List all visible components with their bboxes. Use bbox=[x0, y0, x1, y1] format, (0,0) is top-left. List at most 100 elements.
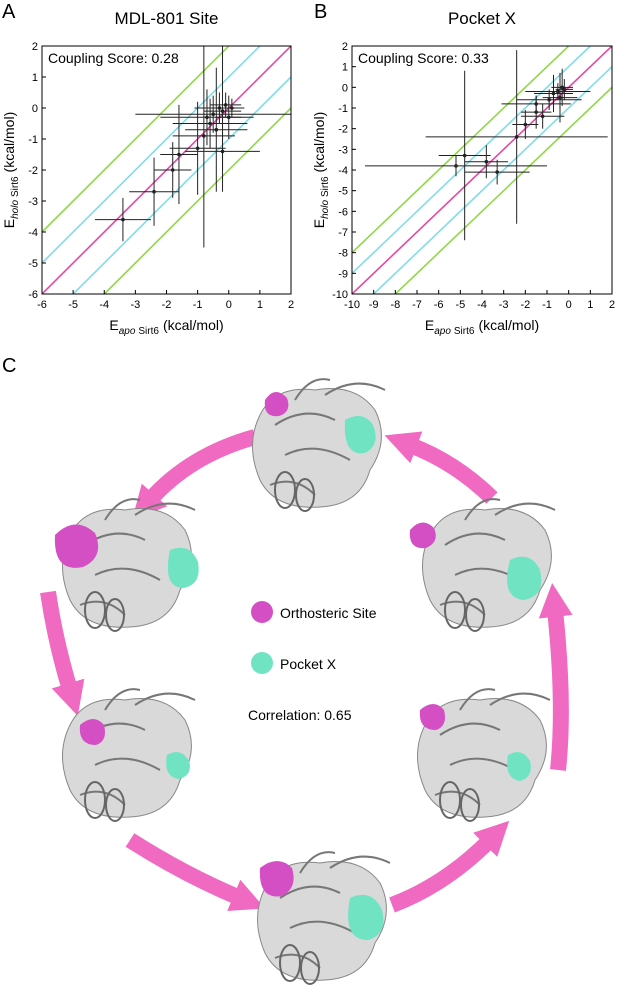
x-tick-label: -6 bbox=[37, 299, 47, 311]
x-tick-label: -4 bbox=[99, 299, 109, 311]
point bbox=[484, 159, 489, 164]
proteins bbox=[54, 378, 556, 985]
y-tick-label: -5 bbox=[338, 186, 348, 198]
arrow bbox=[40, 590, 85, 717]
chart: B Pocket X-10 -9 -8 -7 -6 -5 -4 -3 -2 -1 0 1 2-10-9-8… bbox=[311, 1, 615, 337]
point bbox=[205, 115, 209, 120]
reference-line bbox=[352, 46, 570, 254]
panel-label: A bbox=[2, 1, 16, 23]
point bbox=[495, 170, 499, 174]
protein bbox=[256, 851, 391, 985]
x-tick-label: -7 bbox=[412, 299, 422, 311]
arrow bbox=[131, 429, 258, 521]
point bbox=[551, 91, 556, 96]
plot-area bbox=[42, 46, 291, 294]
annotation: Coupling Score: 0.33 bbox=[358, 50, 489, 66]
point bbox=[223, 103, 228, 107]
x-tick-label: -6 bbox=[434, 299, 444, 311]
axis-symbol: E bbox=[425, 317, 434, 333]
x-tick-label: -2 bbox=[162, 299, 172, 311]
y-tick-label: 2 bbox=[342, 41, 348, 53]
y-tick-label: -10 bbox=[332, 289, 348, 301]
chart-title: MDL-801 Site bbox=[115, 9, 219, 28]
annotation: Correlation: 0.65 bbox=[248, 707, 352, 723]
x-tick-label: 2 bbox=[288, 299, 294, 311]
y-tick-label: -9 bbox=[338, 268, 348, 280]
arrow bbox=[389, 820, 510, 913]
protein bbox=[54, 498, 199, 632]
reference-line bbox=[42, 46, 230, 233]
axis-subscript: holo bbox=[10, 200, 21, 219]
axis-subscript: Sirt6 bbox=[10, 176, 21, 197]
reference-line bbox=[352, 46, 592, 274]
x-tick-label: -5 bbox=[68, 299, 78, 311]
legend-label: Pocket X bbox=[280, 656, 337, 672]
point bbox=[454, 164, 458, 168]
panel-label: B bbox=[314, 1, 327, 23]
x-tick-label: 0 bbox=[226, 299, 232, 311]
axis-subscript: Sirt6 bbox=[454, 326, 475, 337]
y-tick-label: -3 bbox=[28, 196, 38, 208]
x-tick-label: 2 bbox=[609, 299, 615, 311]
axis-unit: (kcal/mol) bbox=[478, 317, 539, 333]
plot-area bbox=[352, 46, 612, 294]
x-tick-label: 0 bbox=[566, 299, 572, 311]
point bbox=[202, 134, 206, 138]
y-tick-label: -1 bbox=[338, 103, 348, 115]
y-tick-label: 1 bbox=[342, 62, 348, 74]
point bbox=[152, 189, 156, 194]
reference-line bbox=[352, 46, 612, 294]
axis-symbol: E bbox=[311, 219, 327, 228]
arrow bbox=[125, 833, 266, 912]
x-tick-label: 1 bbox=[257, 299, 263, 311]
protein bbox=[251, 378, 386, 512]
point bbox=[220, 149, 225, 154]
y-tick-label: -7 bbox=[338, 227, 348, 239]
protein bbox=[416, 688, 551, 822]
axis-label: Eholo Sirt6 (kcal/mol) bbox=[1, 112, 21, 228]
axis-subscript: apo bbox=[434, 326, 451, 337]
point bbox=[558, 95, 562, 100]
point bbox=[540, 114, 545, 119]
axis-symbol: E bbox=[109, 317, 118, 333]
arrow bbox=[384, 431, 498, 504]
point bbox=[534, 102, 538, 106]
x-tick-label: 1 bbox=[587, 299, 593, 311]
x-tick-label: -9 bbox=[369, 299, 379, 311]
axis-subscript: apo bbox=[119, 326, 136, 337]
point bbox=[514, 135, 519, 139]
x-tick-label: -8 bbox=[390, 299, 400, 311]
chart: A MDL-801 Site -6 -5 -4 -3 -2 -1 0 1 2 -6 -5 -4 -3 -2 -1… bbox=[1, 1, 294, 337]
y-tick-label: -2 bbox=[338, 124, 348, 136]
legend-swatch bbox=[251, 652, 273, 674]
arrow bbox=[538, 582, 573, 771]
protein bbox=[409, 498, 556, 632]
legend-swatch bbox=[251, 601, 273, 623]
axis-label: Eholo Sirt6 (kcal/mol) bbox=[311, 112, 331, 228]
x-tick-label: -3 bbox=[130, 299, 140, 311]
point bbox=[556, 89, 560, 94]
x-tick-label: -1 bbox=[542, 299, 552, 311]
x-tick-label: -5 bbox=[455, 299, 465, 311]
y-tick-label: -6 bbox=[338, 206, 348, 218]
point bbox=[220, 109, 225, 113]
axis-unit: (kcal/mol) bbox=[311, 112, 327, 173]
x-tick-label: -3 bbox=[499, 299, 509, 311]
reference-line bbox=[71, 76, 291, 294]
y-tick-label: -4 bbox=[28, 227, 38, 239]
y-tick-label: -4 bbox=[338, 165, 348, 177]
point bbox=[121, 217, 125, 222]
axis-subscript: Sirt6 bbox=[320, 176, 331, 197]
axis-unit: (kcal/mol) bbox=[1, 112, 17, 173]
axis-subscript: holo bbox=[320, 200, 331, 219]
axis-symbol: E bbox=[1, 219, 17, 228]
protein bbox=[61, 688, 196, 822]
point bbox=[217, 106, 222, 110]
reference-line bbox=[103, 107, 291, 294]
point bbox=[523, 122, 528, 127]
y-tick-label: 0 bbox=[32, 103, 38, 115]
y-tick-label: -8 bbox=[338, 248, 348, 260]
y-tick-label: -1 bbox=[28, 134, 38, 146]
axis-subscript: Sirt6 bbox=[138, 326, 159, 337]
